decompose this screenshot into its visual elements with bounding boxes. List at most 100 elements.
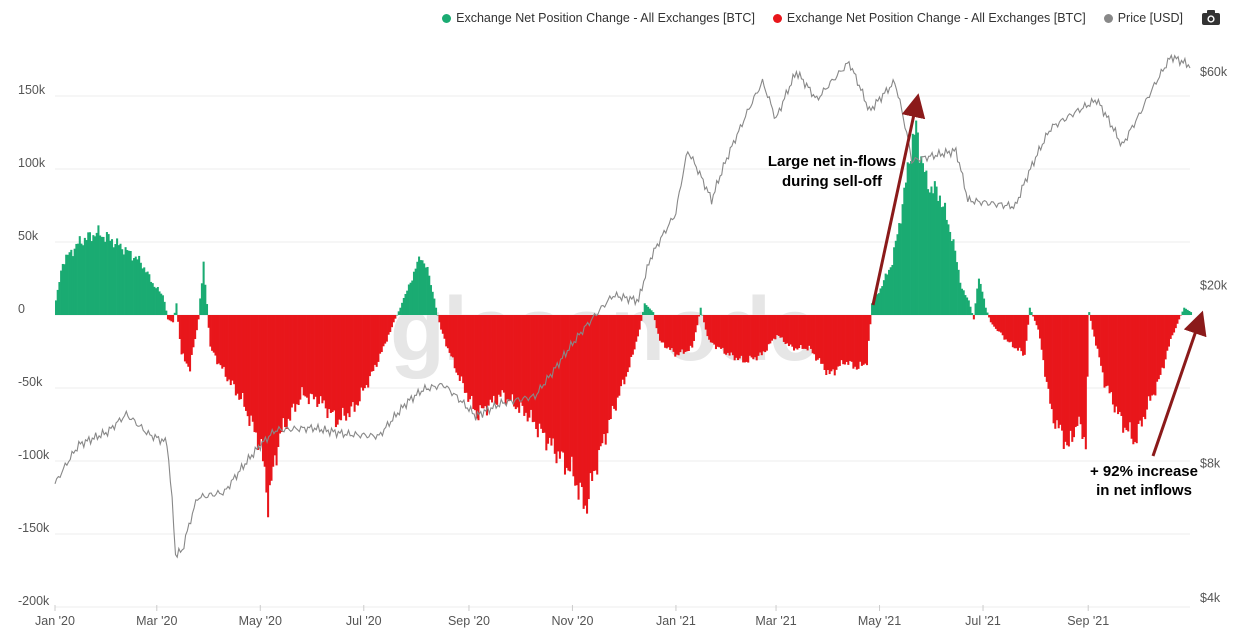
bar: [211, 315, 214, 351]
bar: [803, 315, 806, 349]
bar: [596, 315, 599, 475]
bar: [73, 248, 76, 315]
bar: [104, 241, 107, 315]
bar: [1049, 315, 1052, 404]
bar: [1044, 315, 1047, 377]
bar: [183, 315, 186, 362]
bar: [706, 315, 709, 337]
x-tick-label: May '20: [239, 614, 282, 628]
bar: [295, 315, 298, 405]
bar: [852, 315, 855, 369]
bar: [1120, 315, 1123, 416]
bar: [280, 315, 283, 433]
bar: [862, 315, 865, 365]
bar: [514, 315, 517, 410]
bar: [71, 256, 75, 315]
legend-item-price[interactable]: Price [USD]: [1103, 11, 1183, 25]
bar: [658, 315, 662, 341]
bar: [1178, 315, 1181, 320]
bar: [587, 315, 590, 500]
bar: [1135, 315, 1138, 444]
bar: [63, 264, 66, 315]
bar: [1127, 315, 1130, 432]
bar: [110, 239, 114, 315]
bar: [222, 315, 226, 367]
bar: [304, 315, 307, 397]
bar: [1140, 315, 1143, 427]
bar: [82, 245, 85, 315]
bar: [597, 315, 600, 451]
bar: [726, 315, 729, 353]
bar: [938, 195, 941, 315]
bar: [704, 315, 707, 330]
bar: [635, 315, 638, 342]
bar: [1035, 315, 1038, 326]
bar: [375, 315, 378, 367]
bar: [485, 315, 488, 416]
bar: [1057, 315, 1060, 429]
bar: [134, 256, 137, 315]
bar: [562, 315, 565, 453]
bar: [246, 315, 249, 417]
bar: [289, 315, 292, 421]
bar: [837, 315, 840, 367]
bar: [155, 288, 158, 315]
bar: [302, 315, 305, 396]
bar: [747, 315, 750, 363]
bar: [558, 315, 561, 459]
bar: [214, 315, 217, 356]
bar: [582, 315, 585, 509]
bar: [806, 315, 809, 351]
bar: [1084, 315, 1087, 450]
bar: [577, 315, 580, 500]
bar: [740, 315, 743, 356]
bar: [809, 315, 813, 349]
bar: [1069, 315, 1072, 431]
bar: [657, 315, 660, 334]
bar: [721, 315, 724, 348]
camera-icon[interactable]: [1202, 10, 1220, 25]
bar: [821, 315, 824, 364]
bar: [547, 315, 550, 444]
bar: [1139, 315, 1142, 421]
bar: [670, 315, 673, 349]
bar: [433, 298, 436, 315]
bar: [416, 261, 419, 315]
bar: [418, 256, 421, 315]
legend-item-negative[interactable]: Exchange Net Position Change - All Excha…: [772, 11, 1086, 25]
bar: [789, 315, 792, 345]
bar: [1105, 315, 1108, 387]
bar: [285, 315, 288, 429]
bar: [507, 315, 511, 402]
bar: [448, 315, 451, 353]
bar: [633, 315, 636, 350]
bar: [345, 315, 348, 421]
bar: [1022, 315, 1025, 356]
bar: [984, 307, 987, 315]
bar: [884, 273, 887, 315]
bar: [888, 269, 891, 315]
bar: [860, 315, 863, 366]
bar: [823, 315, 826, 370]
bar: [976, 288, 979, 315]
legend-item-positive[interactable]: Exchange Net Position Change - All Excha…: [442, 11, 755, 25]
bar: [477, 315, 480, 421]
bar: [446, 315, 449, 349]
bar: [356, 315, 360, 406]
bar: [752, 315, 755, 360]
bar: [689, 315, 692, 346]
bar: [484, 315, 487, 407]
bar: [119, 243, 122, 315]
y2-tick-label: $8k: [1200, 456, 1221, 470]
bar: [261, 315, 265, 462]
bar: [216, 315, 219, 365]
bar: [424, 267, 427, 315]
bar: [977, 278, 980, 315]
bar: [767, 315, 770, 345]
bar: [653, 315, 656, 321]
bar: [58, 282, 61, 315]
bar: [592, 315, 595, 472]
bar: [521, 315, 524, 406]
bar: [499, 315, 502, 397]
